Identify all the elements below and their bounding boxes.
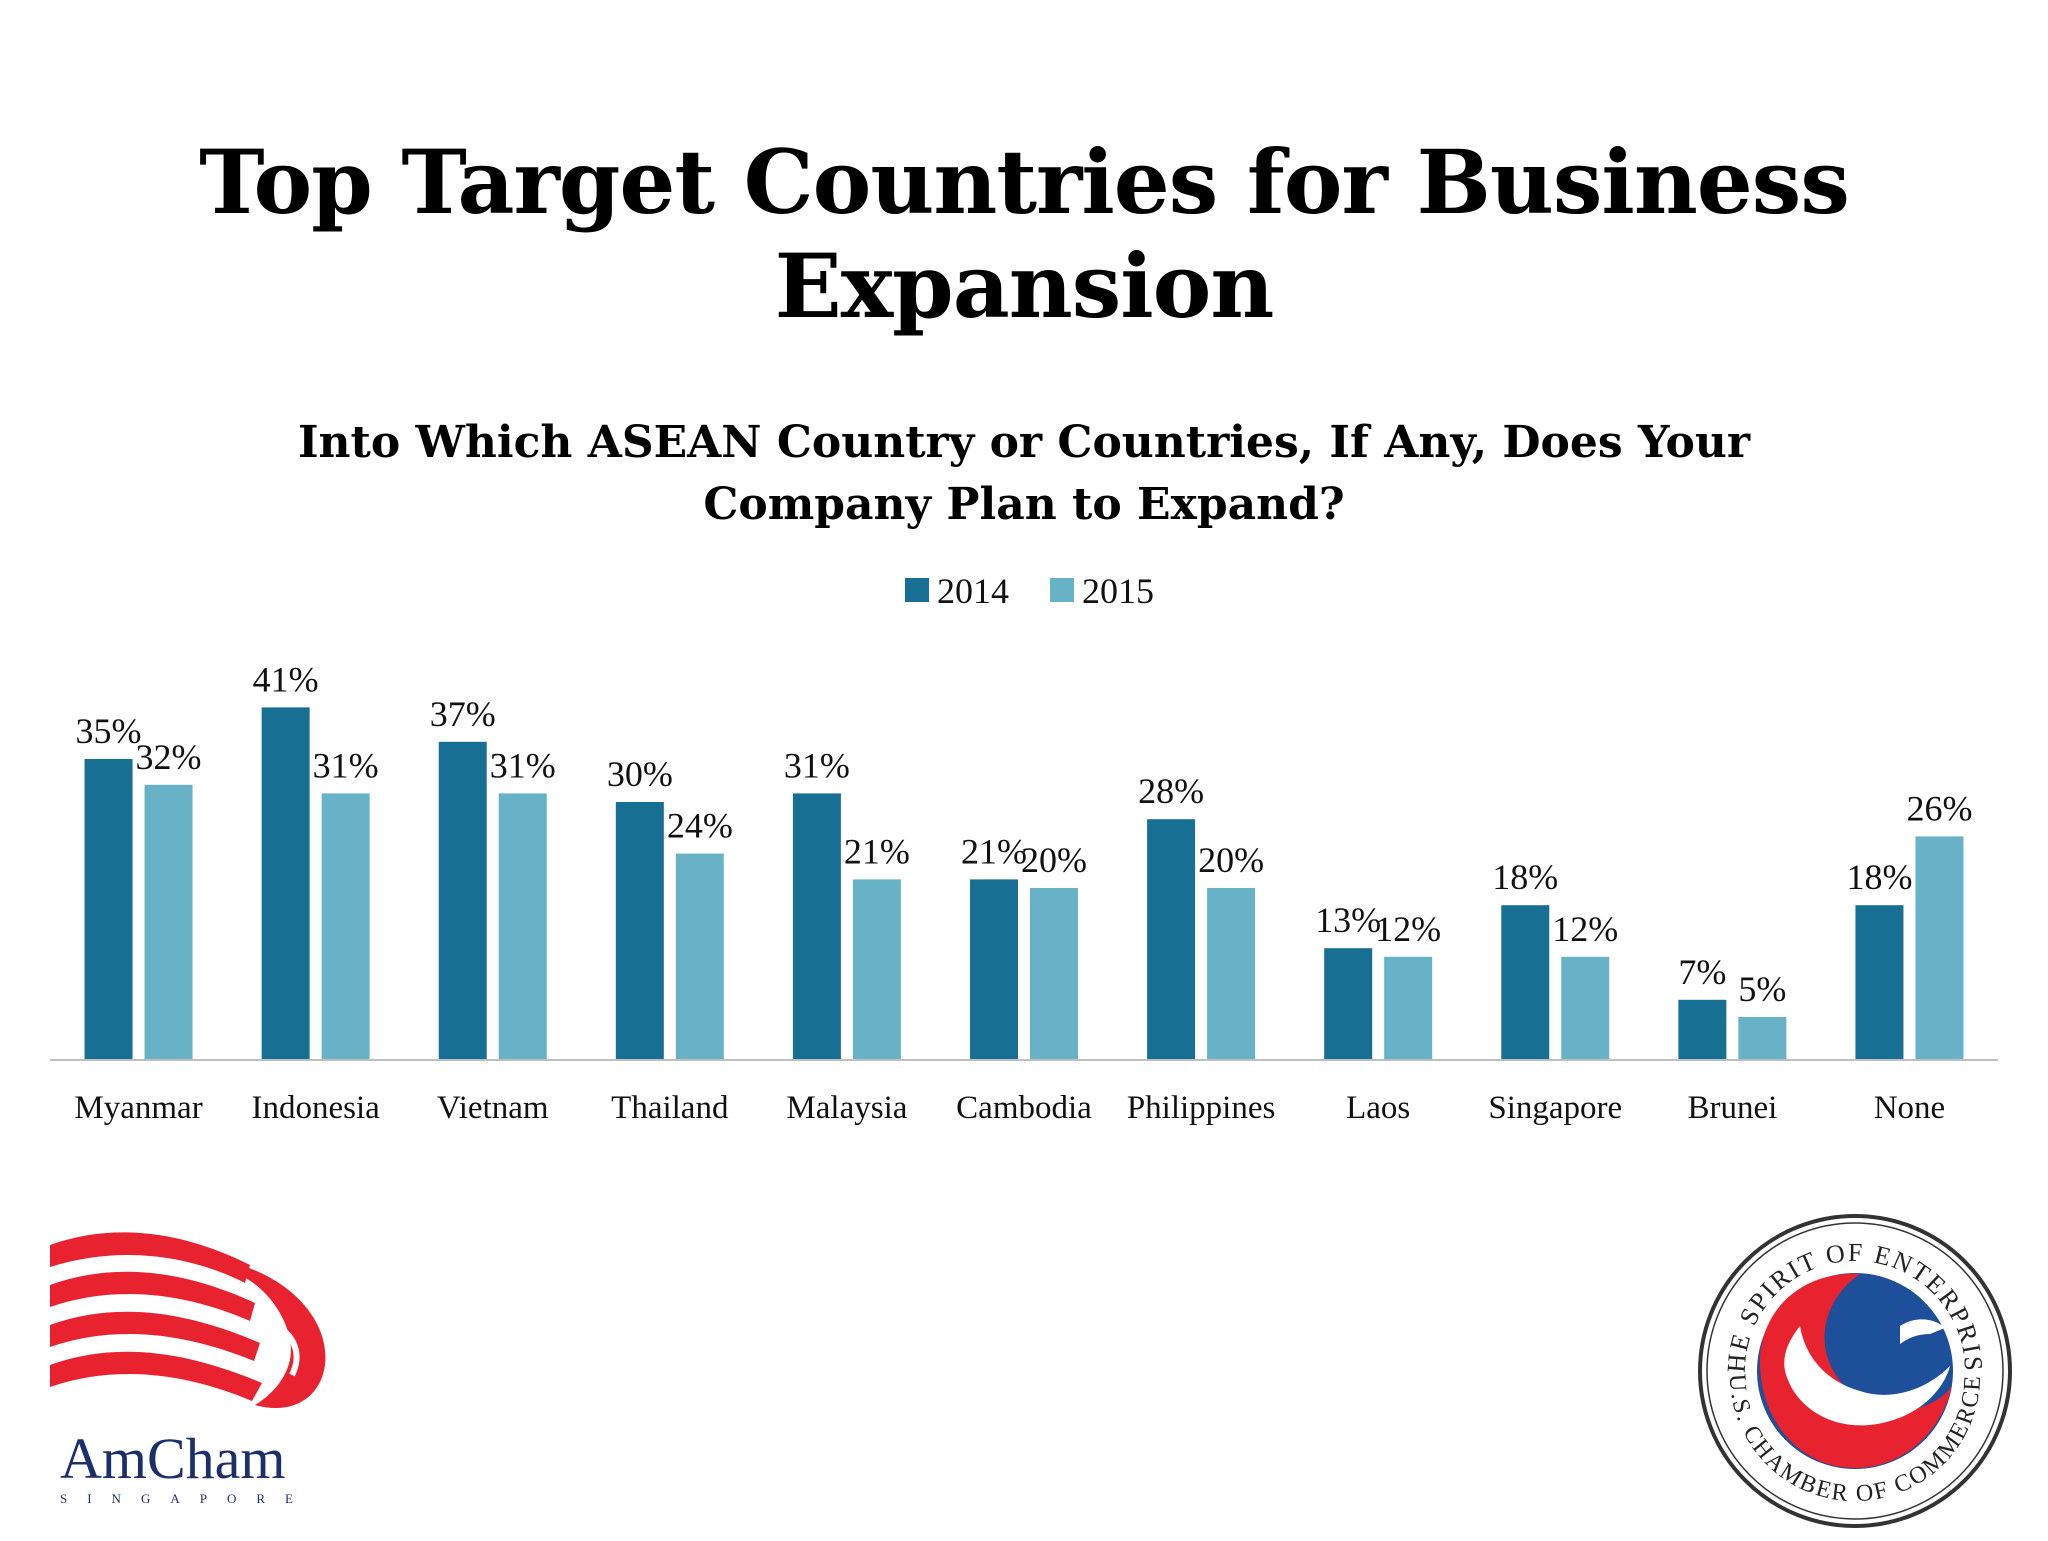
bar-2015-brunei — [1738, 1017, 1787, 1060]
category-label-laos: Laos — [1346, 1090, 1410, 1126]
category-label-malaysia: Malaysia — [786, 1090, 907, 1126]
bar-2014-thailand — [615, 802, 664, 1060]
legend-swatch-2014 — [905, 578, 929, 602]
value-label-2015-philippines: 20% — [1198, 840, 1264, 880]
value-label-2015-laos: 12% — [1375, 909, 1441, 949]
bar-chart: 2014 2015 35%32%41%31%37%31% 30%24%31%21% 2… — [50, 571, 1998, 1126]
amcham-wordmark: AmCham — [60, 1426, 286, 1491]
bar-2014-philippines — [1147, 819, 1196, 1060]
value-label-2015-cambodia: 20% — [1021, 840, 1087, 880]
value-label-2014-malaysia: 31% — [784, 745, 850, 785]
category-labels-group: Myanmar Indonesia Vietnam Thailand Malaysia C… — [74, 1090, 1945, 1126]
legend-label-2014: 2014 — [937, 571, 1009, 611]
bar-2014-vietnam — [438, 741, 487, 1060]
value-label-2015-brunei: 5% — [1738, 969, 1786, 1009]
legend-label-2015: 2015 — [1082, 571, 1154, 611]
value-label-2015-singapore: 12% — [1552, 909, 1618, 949]
bar-2014-cambodia — [970, 879, 1018, 1060]
bar-2014-indonesia — [261, 707, 310, 1060]
value-label-2014-vietnam: 37% — [430, 694, 496, 734]
bar-2014-laos — [1324, 948, 1373, 1060]
value-label-2015-none: 26% — [1906, 788, 1972, 828]
category-label-indonesia: Indonesia — [251, 1090, 380, 1126]
bar-2015-thailand — [675, 853, 724, 1060]
value-label-2015-myanmar: 32% — [136, 737, 202, 777]
value-label-2014-philippines: 28% — [1138, 771, 1204, 811]
bar-2015-singapore — [1561, 956, 1610, 1060]
bar-2015-cambodia — [1030, 888, 1078, 1060]
value-label-2015-thailand: 24% — [667, 806, 733, 846]
bar-2015-laos — [1384, 956, 1433, 1060]
value-label-2014-thailand: 30% — [607, 754, 673, 794]
value-label-2014-laos: 13% — [1315, 900, 1381, 940]
amcham-logo: AmCham SINGAPORE — [40, 1225, 340, 1525]
category-label-philippines: Philippines — [1127, 1090, 1276, 1126]
bar-2015-none — [1915, 836, 1964, 1060]
value-label-2014-singapore: 18% — [1492, 857, 1558, 897]
bar-2014-singapore — [1501, 905, 1550, 1060]
value-label-2014-brunei: 7% — [1678, 952, 1726, 992]
value-label-2014-none: 18% — [1846, 857, 1912, 897]
category-label-vietnam: Vietnam — [437, 1090, 549, 1126]
value-label-2014-indonesia: 41% — [253, 659, 319, 699]
page-title: Top Target Countries for Business Expans… — [199, 130, 1850, 338]
bar-2015-malaysia — [852, 879, 901, 1060]
value-labels-group: 35%32%41%31%37%31% 30%24%31%21% 21%20%28%2… — [76, 659, 1973, 1009]
value-label-2014-cambodia: 21% — [961, 831, 1027, 871]
bar-2015-indonesia — [321, 793, 370, 1060]
category-label-myanmar: Myanmar — [74, 1090, 202, 1126]
category-label-none: None — [1874, 1090, 1945, 1126]
bar-2015-philippines — [1207, 888, 1256, 1060]
value-label-2015-malaysia: 21% — [844, 831, 910, 871]
chart-legend: 2014 2015 — [905, 571, 1154, 611]
us-chamber-seal-icon: THE SPIRIT OF ENTERPRISE U.S. CHAMBER OF… — [1681, 1183, 2012, 1528]
legend-swatch-2015 — [1050, 578, 1074, 602]
category-label-brunei: Brunei — [1687, 1090, 1777, 1126]
amcham-lion-flag-icon — [50, 1232, 326, 1409]
value-label-2015-indonesia: 31% — [313, 745, 379, 785]
bar-2014-myanmar — [84, 759, 133, 1060]
category-label-singapore: Singapore — [1488, 1090, 1622, 1126]
bar-2015-myanmar — [144, 784, 193, 1060]
chart-title: Into Which ASEAN Country or Countries, I… — [297, 417, 1751, 530]
bar-2014-brunei — [1678, 999, 1727, 1060]
value-label-2015-vietnam: 31% — [490, 745, 556, 785]
bar-2014-malaysia — [792, 793, 841, 1060]
value-label-2014-myanmar: 35% — [76, 711, 142, 751]
us-chamber-seal-logo: THE SPIRIT OF ENTERPRISE U.S. CHAMBER OF… — [1681, 1183, 2020, 1536]
bar-2014-none — [1855, 905, 1904, 1060]
category-label-cambodia: Cambodia — [956, 1090, 1092, 1126]
bars-group — [84, 707, 1964, 1060]
amcham-subtext: SINGAPORE — [60, 1491, 313, 1506]
category-label-thailand: Thailand — [611, 1090, 729, 1126]
bar-2015-vietnam — [498, 793, 547, 1060]
